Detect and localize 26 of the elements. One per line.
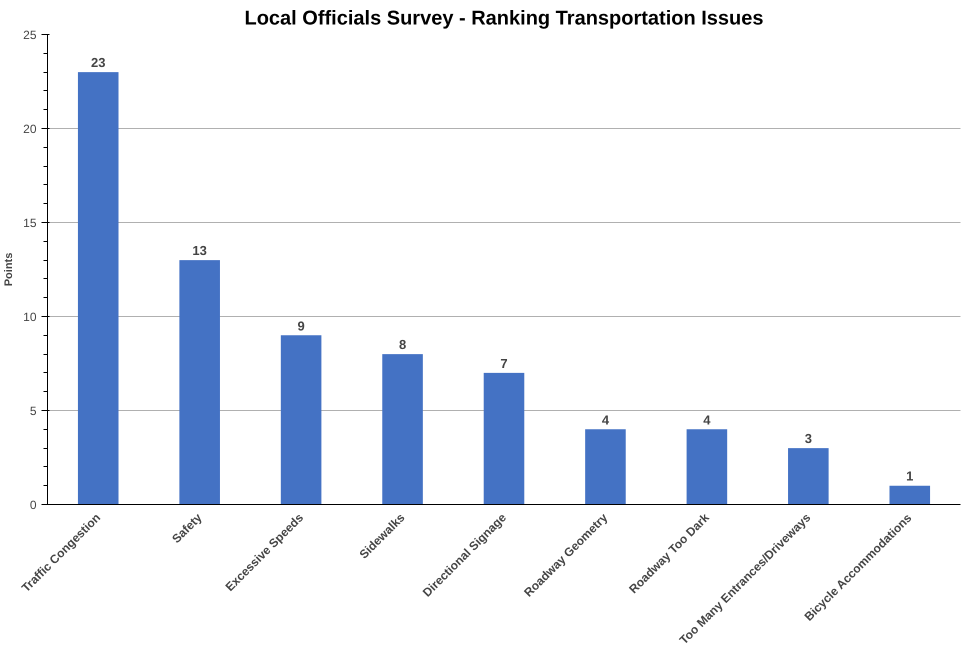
bar <box>179 260 220 504</box>
chart-title: Local Officials Survey - Ranking Transportation Issues <box>244 8 764 30</box>
data-label: 4 <box>703 412 712 428</box>
y-tick-label: 10 <box>23 310 37 324</box>
bar <box>585 429 626 504</box>
bar <box>788 448 829 504</box>
data-label: 13 <box>192 243 207 258</box>
data-label: 9 <box>297 318 305 334</box>
bar <box>889 486 930 504</box>
y-tick-label: 20 <box>23 122 37 136</box>
data-label: 8 <box>398 337 406 352</box>
y-tick-label: 15 <box>23 216 37 230</box>
data-label: 23 <box>90 55 106 70</box>
data-label: 4 <box>602 412 610 428</box>
bar <box>280 335 322 504</box>
bar <box>686 429 728 504</box>
bar <box>484 372 524 504</box>
y-tick-label: 25 <box>23 28 37 42</box>
y-axis-title: Points <box>3 252 16 286</box>
data-label: 7 <box>500 356 508 371</box>
bar <box>78 72 119 504</box>
data-label: 1 <box>906 468 914 484</box>
bar <box>382 354 423 504</box>
y-tick-label: 5 <box>30 404 37 418</box>
data-label: 3 <box>804 431 812 446</box>
y-tick-label: 0 <box>30 498 37 512</box>
